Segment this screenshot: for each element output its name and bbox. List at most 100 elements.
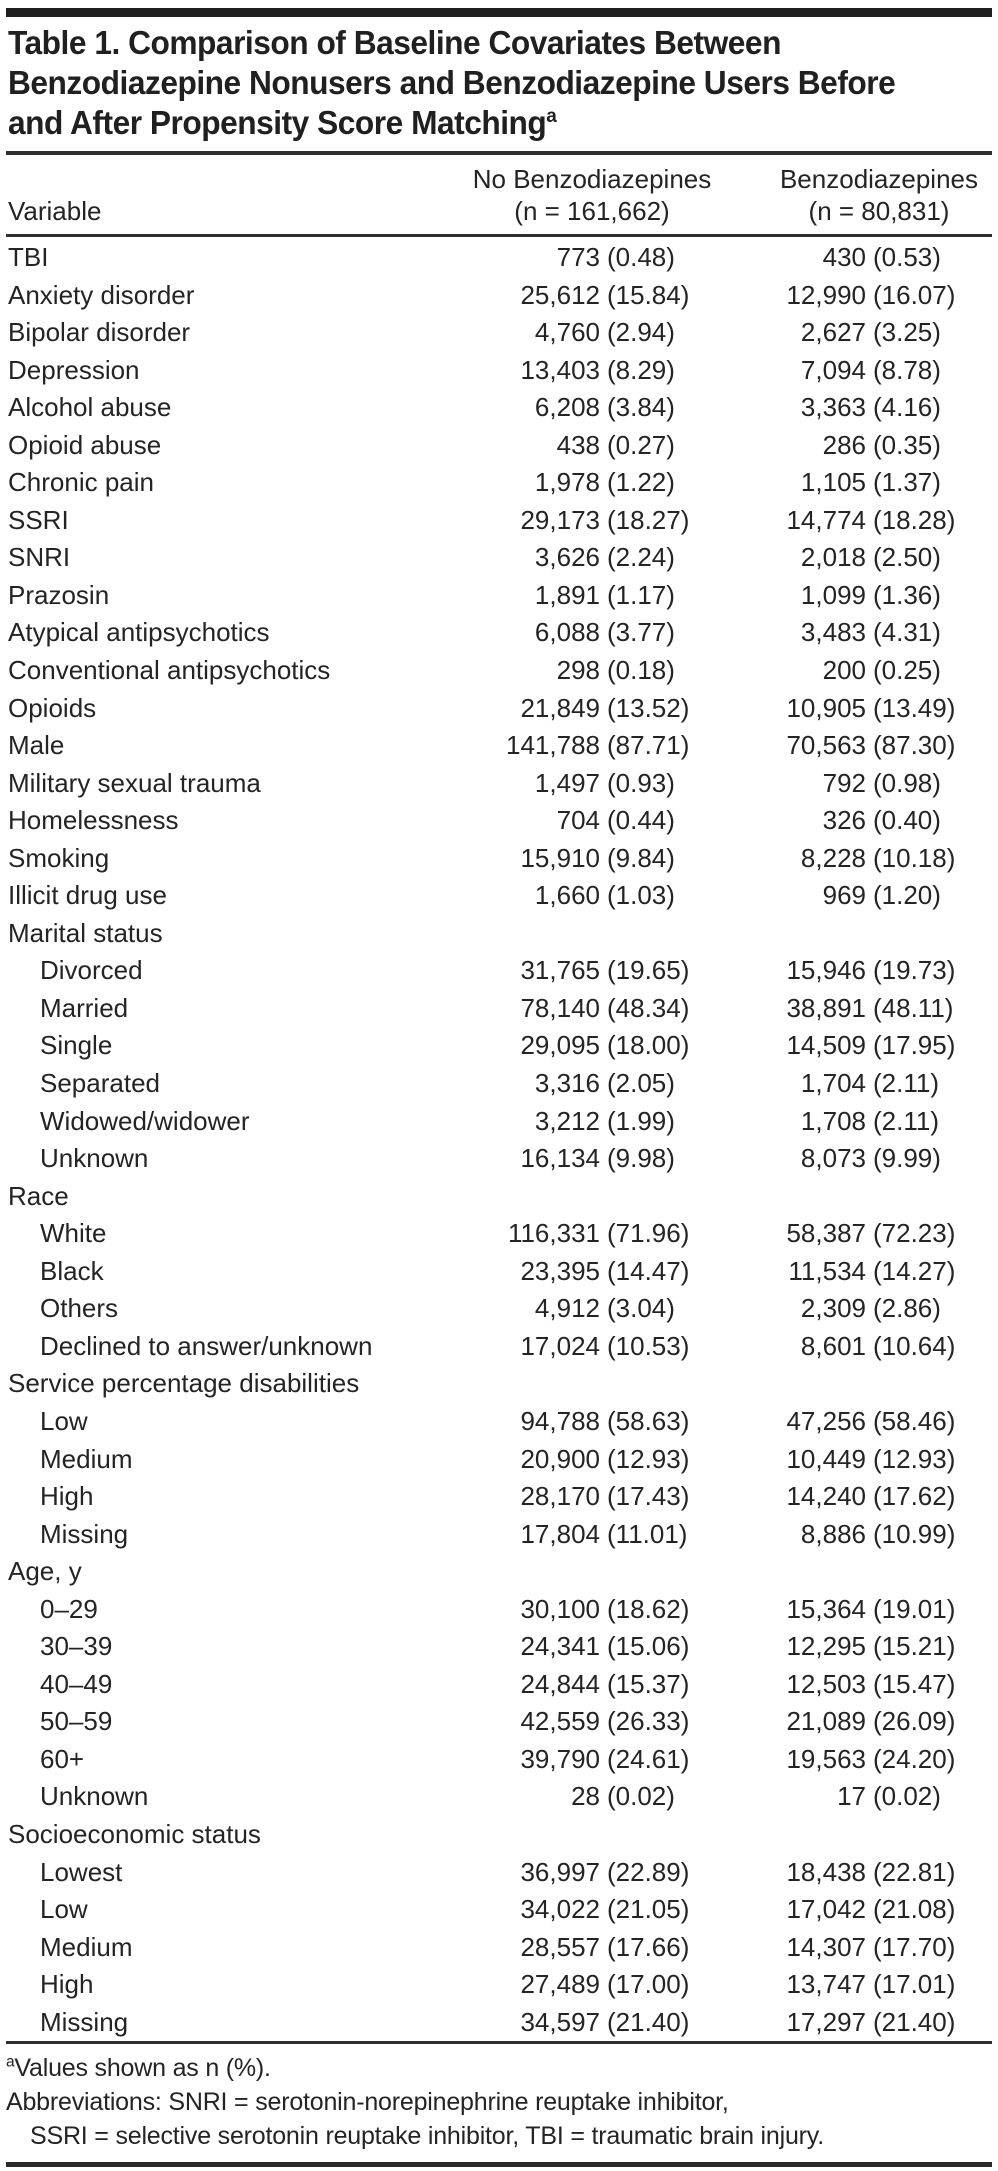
no-benzo-n (418, 1365, 600, 1403)
row-label: 50–59 (40, 1706, 113, 1737)
benzo-pct: (0.53) (873, 242, 941, 272)
no-benzo-value: 3,626 (2.24) (418, 539, 704, 577)
benzo-n: 58,387 (786, 1218, 866, 1249)
row-label: Opioids (8, 692, 97, 723)
benzo-pct (866, 1178, 873, 1216)
row-label: Conventional antipsychotics (8, 655, 331, 686)
row-label: 60+ (40, 1743, 85, 1774)
no-benzo-value: 17,804 (11.01) (418, 1516, 704, 1554)
no-benzo-value: 28,170 (17.43) (418, 1478, 704, 1516)
benzo-n: 8,228 (800, 842, 866, 873)
benzo-pct: (0.40) (873, 805, 941, 836)
footnote-abbreviations-line-2: SSRI = selective serotonin reuptake inhi… (30, 2122, 824, 2151)
footnote-abbreviations-line-1: Abbreviations: SNRI = serotonin-norepine… (6, 2088, 729, 2117)
table-row: Smoking 15,910 (9.84) 8,228 (10.18) (6, 840, 992, 878)
title-line-3: and After Propensity Score Matchinga (8, 103, 953, 143)
row-label: Illicit drug use (8, 880, 167, 911)
row-label: Opioid abuse (8, 429, 162, 460)
no-benzo-n: 24,341 (520, 1631, 600, 1662)
benzo-pct: (17.01) (873, 1969, 956, 2000)
no-benzo-value (418, 1178, 704, 1216)
no-benzo-value: 42,559 (26.33) (418, 1703, 704, 1741)
no-benzo-value: 29,173 (18.27) (418, 502, 704, 540)
benzo-value: 38,891 (48.11) (704, 990, 992, 1028)
benzo-value: 286 (0.35) (704, 427, 992, 465)
no-benzo-pct: (87.71) (607, 730, 690, 761)
no-benzo-pct: (2.24) (607, 542, 675, 573)
benzo-n: 13,747 (786, 1969, 866, 2000)
no-benzo-value: 23,395 (14.47) (418, 1253, 704, 1291)
benzo-pct: (2.11) (873, 1068, 939, 1099)
benzo-n: 15,946 (786, 955, 866, 986)
benzo-value: 19,563 (24.20) (704, 1741, 992, 1779)
row-label: Others (40, 1293, 119, 1324)
benzo-pct: (22.81) (873, 1856, 956, 1887)
benzo-pct: (21.08) (873, 1894, 956, 1925)
row-label: Age, y (8, 1556, 82, 1587)
benzo-n (704, 915, 866, 953)
no-benzo-pct: (0.48) (607, 242, 675, 272)
row-label: Missing (40, 1518, 129, 1549)
benzo-value: 200 (0.25) (704, 652, 992, 690)
benzo-n: 1,099 (800, 579, 866, 610)
no-benzo-pct: (24.61) (607, 1743, 690, 1774)
table-row: TBI 773 (0.48) 430 (0.53) (6, 239, 992, 277)
benzo-n (704, 1553, 866, 1591)
benzo-pct: (1.36) (873, 579, 941, 610)
no-benzo-pct (600, 915, 607, 953)
table-footnotes: aValues shown as n (%). Abbreviations: S… (6, 2044, 992, 2162)
no-benzo-n: 298 (556, 655, 600, 686)
no-benzo-value: 3,316 (2.05) (418, 1065, 704, 1103)
no-benzo-n: 42,559 (520, 1706, 600, 1737)
no-benzo-pct: (2.05) (607, 1068, 675, 1099)
benzo-n: 14,509 (786, 1030, 866, 1061)
row-label: Prazosin (8, 579, 110, 610)
benzo-value: 14,774 (18.28) (704, 502, 992, 540)
body-divider-rule (6, 2041, 992, 2045)
no-benzo-pct: (8.29) (607, 354, 675, 385)
no-benzo-pct: (1.03) (607, 880, 675, 911)
title-line-2: Benzodiazepine Nonusers and Benzodiazepi… (8, 64, 896, 101)
benzo-value: 15,946 (19.73) (704, 952, 992, 990)
table-row: Others 4,912 (3.04) 2,309 (2.86) (6, 1290, 992, 1328)
benzo-pct: (2.11) (873, 1105, 939, 1136)
no-benzo-pct: (9.84) (607, 842, 675, 873)
table-row: SNRI 3,626 (2.24) 2,018 (2.50) (6, 539, 992, 577)
no-benzo-n: 39,790 (520, 1743, 600, 1774)
benzo-pct: (0.98) (873, 767, 941, 798)
table-row: Illicit drug use 1,660 (1.03) 969 (1.20) (6, 877, 992, 915)
no-benzo-n: 6,088 (534, 617, 600, 648)
benzo-pct: (48.11) (873, 992, 954, 1023)
row-label: High (40, 1969, 94, 2000)
no-benzo-value: 30,100 (18.62) (418, 1591, 704, 1629)
row-label: Medium (40, 1931, 133, 1962)
no-benzo-n: 36,997 (520, 1856, 600, 1887)
no-benzo-value: 704 (0.44) (418, 802, 704, 840)
benzo-value: 13,747 (17.01) (704, 1966, 992, 2004)
table-row: 40–49 24,844 (15.37) 12,503 (15.47) (6, 1666, 992, 1704)
benzo-value: 8,228 (10.18) (704, 840, 992, 878)
benzo-value: 10,449 (12.93) (704, 1441, 992, 1479)
benzo-value: 47,256 (58.46) (704, 1403, 992, 1441)
benzo-n: 200 (822, 655, 866, 686)
table-row: White 116,331 (71.96) 58,387 (72.23) (6, 1215, 992, 1253)
no-benzo-pct: (10.53) (607, 1330, 690, 1361)
no-benzo-pct: (0.44) (607, 805, 675, 836)
table-row: SSRI 29,173 (18.27) 14,774 (18.28) (6, 502, 992, 540)
benzo-n (704, 1365, 866, 1403)
no-benzo-pct: (0.02) (607, 1781, 675, 1812)
benzo-value: 1,099 (1.36) (704, 577, 992, 615)
table-row: 30–39 24,341 (15.06) 12,295 (15.21) (6, 1628, 992, 1666)
benzo-value: 10,905 (13.49) (704, 690, 992, 728)
table-row: Low 94,788 (58.63) 47,256 (58.46) (6, 1403, 992, 1441)
row-label: SNRI (8, 542, 71, 573)
benzo-n: 286 (822, 429, 866, 460)
benzo-value: 8,601 (10.64) (704, 1328, 992, 1366)
benzo-n: 326 (822, 805, 866, 836)
benzo-n: 969 (822, 880, 866, 911)
benzo-pct: (26.09) (873, 1706, 956, 1737)
benzo-value: 2,018 (2.50) (704, 539, 992, 577)
table-row: Divorced 31,765 (19.65) 15,946 (19.73) (6, 952, 992, 990)
no-benzo-pct: (15.37) (607, 1668, 690, 1699)
table-row: Homelessness 704 (0.44) 326 (0.40) (6, 802, 992, 840)
